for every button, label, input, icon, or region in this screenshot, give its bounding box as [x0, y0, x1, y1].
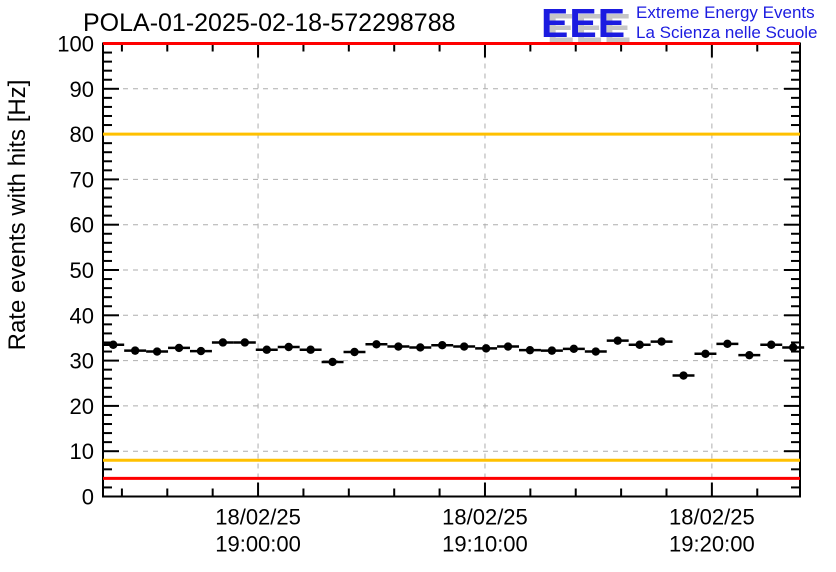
data-point	[569, 344, 579, 354]
data-point	[394, 342, 403, 351]
data-point	[130, 346, 140, 355]
y-tick-label: 40	[70, 303, 94, 328]
x-tick-label-date: 18/02/25	[442, 505, 528, 530]
y-tick-label: 80	[70, 122, 94, 147]
eee-logo: EEE Extreme Energy Events La Scienza nel…	[541, 1, 818, 45]
y-tick-label: 60	[70, 213, 94, 238]
data-point	[262, 345, 271, 354]
y-tick-label: 30	[70, 349, 94, 374]
page-title: POLA-01-2025-02-18-572298788	[83, 9, 456, 37]
eee-logo-text: Extreme Energy Events La Scienza nelle S…	[636, 3, 817, 43]
eee-logo-acronym: EEE	[541, 0, 627, 46]
x-tick-label-time: 19:00:00	[215, 532, 301, 557]
x-tick-label-time: 19:10:00	[442, 532, 528, 557]
x-tick-label-time: 19:20:00	[669, 532, 755, 557]
eee-logo-line1: Extreme Energy Events	[636, 3, 815, 22]
data-point	[284, 342, 293, 352]
y-tick-label: 90	[70, 77, 94, 102]
data-point	[525, 345, 535, 355]
y-tick-label: 70	[70, 167, 94, 192]
data-point	[788, 343, 798, 352]
data-point	[306, 345, 315, 354]
data-point	[372, 340, 381, 349]
data-point	[152, 347, 162, 356]
data-point	[745, 350, 754, 360]
y-tick-label: 20	[70, 394, 94, 419]
data-point	[481, 344, 491, 353]
data-point	[196, 346, 206, 356]
data-point	[591, 347, 600, 356]
data-point	[547, 346, 557, 355]
data-point	[459, 342, 469, 351]
data-point	[174, 343, 184, 353]
y-tick-label: 50	[70, 258, 94, 283]
x-tick-label-date: 18/02/25	[215, 505, 301, 530]
data-point	[350, 347, 359, 357]
data-point	[723, 339, 732, 349]
data-point	[109, 340, 118, 349]
data-point	[679, 371, 688, 380]
data-point	[657, 337, 666, 346]
data-point	[635, 340, 644, 349]
y-tick-label: 10	[70, 439, 94, 464]
data-point	[416, 343, 425, 352]
data-point	[503, 342, 513, 351]
x-tick-label-date: 18/02/25	[669, 505, 755, 530]
data-point	[767, 340, 776, 349]
data-point	[240, 338, 250, 347]
eee-logo-line2: La Scienza nelle Scuole	[636, 23, 818, 42]
data-point	[218, 338, 228, 347]
data-point	[438, 340, 447, 350]
data-point	[328, 357, 337, 367]
y-tick-label: 100	[57, 32, 94, 57]
y-axis-title: Rate events with hits [Hz]	[4, 80, 31, 351]
data-point	[613, 336, 622, 345]
data-point	[701, 349, 710, 359]
y-tick-label: 0	[82, 485, 94, 510]
